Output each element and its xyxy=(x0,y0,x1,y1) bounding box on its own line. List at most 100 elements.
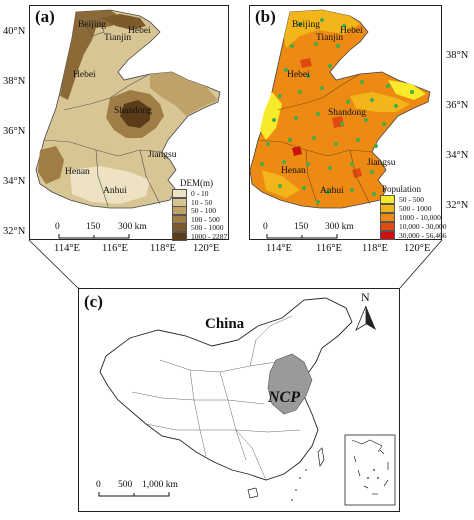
legend-label: 50 - 100 xyxy=(191,206,216,215)
scale-zero: 0 xyxy=(55,222,60,232)
scale-end: 300 km xyxy=(118,222,147,232)
legend-item: 30,000 - 56,466 xyxy=(380,231,447,240)
province-label-hebei: Hebei xyxy=(287,70,310,80)
scale-mid: 150 xyxy=(86,222,101,232)
legend-label: 10 - 50 xyxy=(191,197,213,207)
province-label-shandong: Shandong xyxy=(114,106,152,116)
legend-label: 1000 - 2287 xyxy=(191,231,228,241)
province-label-henan: Henan xyxy=(65,167,90,177)
legend-label: 0 - 10 xyxy=(191,189,209,198)
panel-a-lat-tick: 36°N xyxy=(3,126,26,137)
panel-a-label: (a) xyxy=(35,7,55,26)
panel-b-lat-tick: 34°N xyxy=(446,150,469,161)
province-label-shandong: Shandong xyxy=(328,108,366,118)
dem-mountains-west xyxy=(60,10,122,100)
panel-a-lat-tick: 40°N xyxy=(3,26,26,37)
legend-item: 10,000 - 30,000 xyxy=(380,222,447,231)
north-arrow-icon xyxy=(355,305,376,331)
pop-yellow-coast xyxy=(388,80,426,100)
legend-label: 50 - 500 xyxy=(399,195,424,204)
province-label-tianjin: Tianjin xyxy=(316,33,344,43)
province-label-anhui: Anhui xyxy=(320,186,344,196)
panel-a-lon-tick: 118°E xyxy=(150,243,176,254)
station-dots xyxy=(260,18,414,204)
boundary-anhui xyxy=(95,149,109,207)
panel-b-lon-tick: 116°E xyxy=(316,243,342,254)
ncp-label: NCP xyxy=(268,389,300,406)
panel-b-lon-tick: 114°E xyxy=(266,243,292,254)
panel-a-lat-tick: 32°N xyxy=(3,226,26,237)
province-label-jiangsu: Jiangsu xyxy=(367,158,396,168)
dem-mountains-north xyxy=(100,14,146,30)
panel-c-scalebar xyxy=(98,492,170,497)
boundary-hebei-shandong xyxy=(63,73,151,111)
panel-c-label: (c) xyxy=(84,292,103,311)
boundary-henan xyxy=(43,139,163,157)
scale-zero: 0 xyxy=(263,222,268,232)
panel-a-lon-tick: 116°E xyxy=(102,243,128,254)
province-label-henan: Henan xyxy=(281,166,306,176)
panel-b-lon-tick: 118°E xyxy=(362,243,388,254)
dem-southwest-hills xyxy=(38,146,64,184)
legend-swatch xyxy=(172,231,187,241)
panel-a-lon-tick: 120°E xyxy=(193,243,220,254)
province-label-tianjin: Tianjin xyxy=(104,33,132,43)
legend-label: 30,000 - 56,466 xyxy=(399,231,447,240)
panel-b-lat-tick: 32°N xyxy=(446,200,469,211)
legend-item: 50 - 500 xyxy=(380,195,424,204)
panel-b-lat-tick: 38°N xyxy=(446,50,469,61)
dem-shandong-peak xyxy=(120,100,150,128)
pop-red-spots-1 xyxy=(300,58,312,68)
legend-swatch xyxy=(380,213,395,222)
province-label-beijing: Beijing xyxy=(292,20,320,30)
boundary-jiangsu xyxy=(139,149,161,205)
panel-b-lat-tick: 36°N xyxy=(446,100,469,111)
province-label-anhui: Anhui xyxy=(103,186,127,196)
legend-item: 500 - 1000 xyxy=(380,204,432,213)
legend-label: 500 - 1000 xyxy=(191,223,224,232)
boundary-beijing xyxy=(83,19,105,37)
dem-plain-coastal xyxy=(150,72,218,116)
legend-swatch xyxy=(380,204,395,213)
legend-label: 100 - 500 xyxy=(191,214,220,224)
panel-b-label: (b) xyxy=(255,7,276,26)
legend-swatch xyxy=(380,222,395,231)
dem-south-plain xyxy=(70,166,150,204)
legend-label: 1000 - 10,000 xyxy=(399,213,441,222)
legend-item: 1000 - 2287 xyxy=(172,231,228,241)
legend-label: 10,000 - 30,000 xyxy=(399,222,447,231)
pop-yellow-north xyxy=(284,10,360,48)
china-outline xyxy=(99,297,353,481)
panel-a-lat-tick: 38°N xyxy=(3,76,26,87)
legend-label: 500 - 1000 xyxy=(399,204,432,213)
legend-swatch xyxy=(380,195,395,204)
province-label-hebei-ne: Hebei xyxy=(340,26,363,36)
province-label-beijing: Beijing xyxy=(78,20,106,30)
north-label: N xyxy=(361,290,370,304)
south-china-sea-inset xyxy=(344,434,396,506)
dem-legend-title: DEM(m) xyxy=(180,178,213,188)
panel-a-lat-tick: 34°N xyxy=(3,176,26,187)
province-label-jiangsu: Jiangsu xyxy=(148,150,177,160)
panel-a-lon-tick: 114°E xyxy=(54,243,80,254)
scale-mid: 150 xyxy=(294,222,309,232)
ncp-region xyxy=(267,353,313,415)
panel-b-lon-tick: 120°E xyxy=(404,243,431,254)
province-label-hebei-ne: Hebei xyxy=(128,26,151,36)
pop-red-spots-3 xyxy=(292,146,302,156)
legend-swatch xyxy=(380,231,395,240)
pop-yellow-west xyxy=(260,92,282,140)
scale-mid: 500 xyxy=(118,480,133,490)
scale-end: 1,000 km xyxy=(142,480,178,490)
legend-item: 1000 - 10,000 xyxy=(380,213,441,222)
pop-yellow-south xyxy=(262,170,300,198)
population-legend-title: Population xyxy=(382,184,422,194)
country-label: China xyxy=(205,316,245,332)
scale-zero: 0 xyxy=(96,480,101,490)
province-label-hebei: Hebei xyxy=(73,70,96,80)
